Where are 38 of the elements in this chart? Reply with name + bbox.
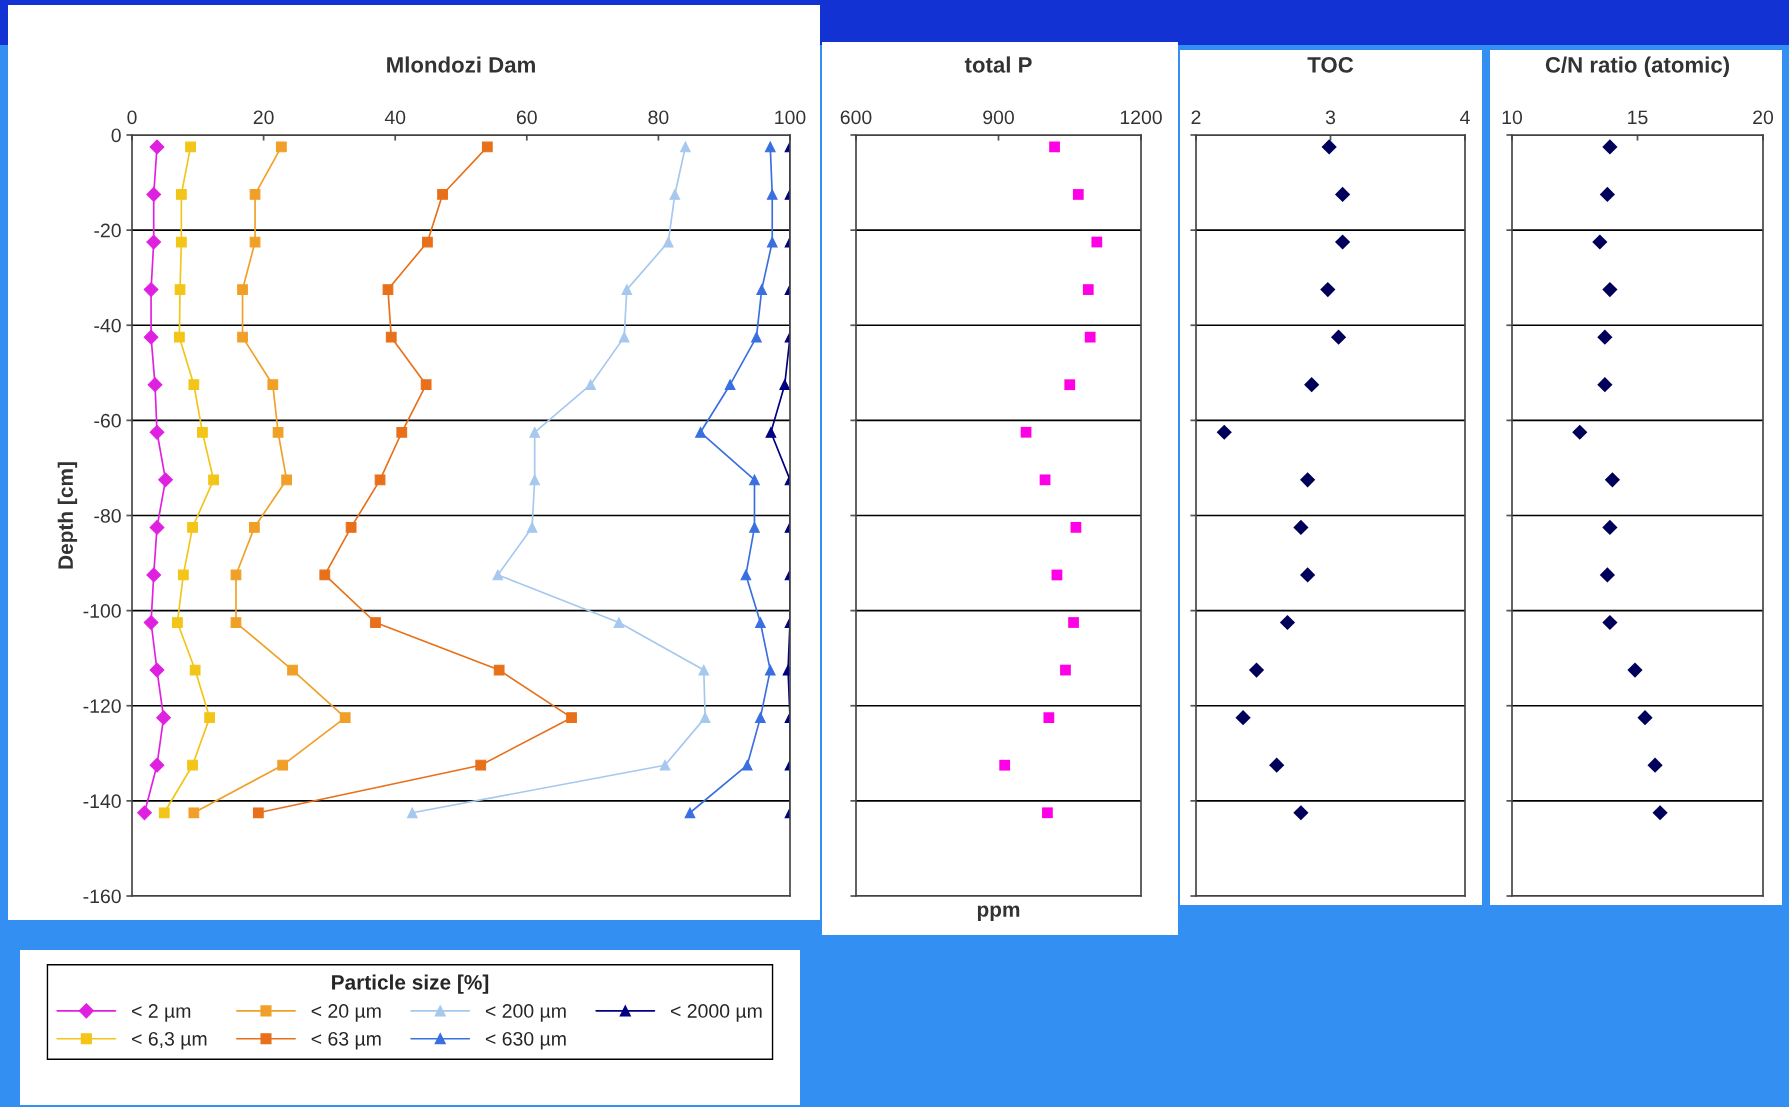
legend-label: < 2 µm [132, 1004, 191, 1022]
chart-title: total P [964, 56, 1032, 73]
x-tick-label: 0 [127, 110, 137, 125]
x-tick-label: 1200 [1120, 110, 1162, 125]
x-tick-label: 80 [648, 110, 669, 125]
x-tick-label: 40 [384, 110, 406, 125]
y-tick-label: -80 [94, 508, 121, 523]
x-tick-label: 3 [1325, 110, 1336, 125]
x-tick-label: 20 [253, 110, 274, 125]
y-tick-label: -40 [94, 318, 121, 333]
chart-title: C/N ratio (atomic) [1545, 56, 1729, 78]
legend-label: < 2000 µm [670, 1004, 762, 1022]
x-axis-title: ppm [977, 905, 1020, 921]
y-tick-label: -100 [83, 604, 121, 618]
y-tick-label: -60 [94, 413, 121, 428]
x-tick-label: 100 [775, 110, 806, 125]
x-tick-label: 600 [840, 110, 872, 125]
x-tick-label: 900 [983, 110, 1014, 125]
x-tick-label: 60 [516, 110, 537, 125]
legend-title: Particle size [%] [332, 974, 489, 994]
legend-label: < 200 µm [485, 1004, 566, 1022]
x-tick-label: 4 [1460, 110, 1470, 125]
x-tick-label: 10 [1502, 110, 1523, 125]
legend-label: < 6,3 µm [132, 1031, 207, 1050]
chart-title: TOC [1307, 56, 1354, 73]
y-axis-title: Depth [cm] [57, 462, 78, 569]
y-tick-label: -140 [83, 794, 121, 809]
legend-label: < 63 µm [311, 1031, 381, 1050]
x-tick-label: 15 [1628, 110, 1648, 125]
legend-label: < 20 µm [311, 1004, 381, 1022]
y-tick-label: 0 [111, 128, 121, 143]
chart-title: Mlondozi Dam [387, 56, 535, 73]
legend-label: < 630 µm [485, 1031, 566, 1050]
y-tick-label: -20 [94, 223, 121, 238]
y-tick-label: -120 [83, 699, 121, 713]
x-tick-label: 20 [1753, 110, 1774, 125]
x-tick-label: 2 [1191, 110, 1201, 125]
y-tick-label: -160 [83, 889, 121, 904]
